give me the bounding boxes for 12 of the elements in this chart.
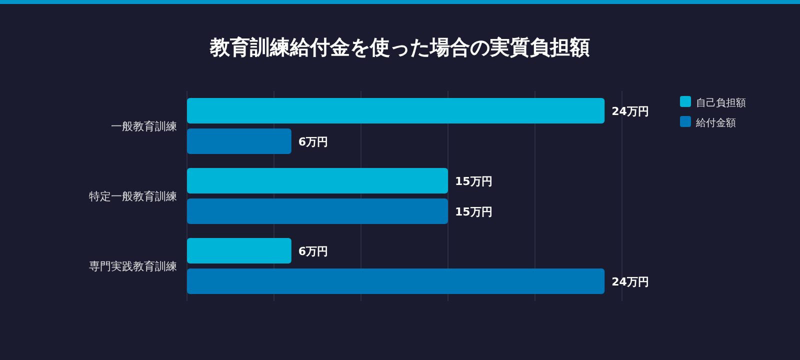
y-tick-label: 専門実践教育訓練 xyxy=(89,260,177,273)
legend-label: 自己負担額 xyxy=(696,97,746,109)
data-label: 24万円 xyxy=(612,104,649,118)
legend-label: 給付金額 xyxy=(695,117,736,129)
chart-title: 教育訓練給付金を使った場合の実質負担額 xyxy=(209,35,590,59)
y-tick-label: 一般教育訓練 xyxy=(111,120,177,133)
data-label: 6万円 xyxy=(298,135,328,148)
y-tick-label: 特定一般教育訓練 xyxy=(89,190,177,203)
data-label: 15万円 xyxy=(455,174,492,188)
data-label: 15万円 xyxy=(455,205,492,218)
data-label: 24万円 xyxy=(612,275,649,288)
data-label: 6万円 xyxy=(298,244,328,258)
